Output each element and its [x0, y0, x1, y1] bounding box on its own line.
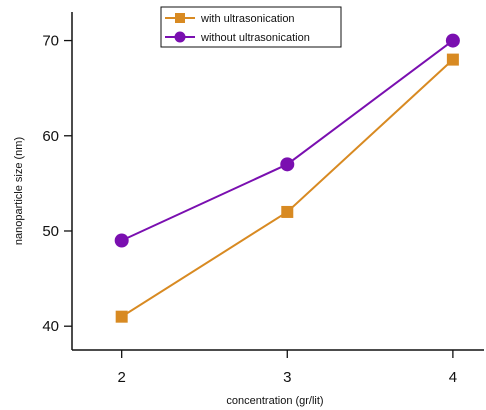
legend-label: with ultrasonication	[200, 13, 295, 25]
x-ticks: 2 3 4	[118, 350, 457, 386]
legend-marker-square	[175, 13, 185, 23]
x-axis-label: concentration (gr/lit)	[226, 395, 323, 407]
x-tick-label: 4	[449, 369, 457, 386]
legend-label: without ultrasonication	[200, 32, 310, 44]
data-point-square	[446, 53, 459, 66]
data-point-square	[281, 205, 294, 218]
data-point-circle	[280, 157, 295, 172]
x-tick-label: 2	[118, 369, 126, 386]
series-line-1	[121, 58, 454, 318]
data-point-circle	[114, 233, 129, 248]
y-tick-label: 60	[42, 128, 59, 145]
y-tick-label: 40	[42, 318, 59, 335]
axes: 2 3 4 40 50 60 70	[42, 12, 484, 386]
legend-marker-circle	[174, 31, 186, 43]
x-tick-label: 3	[283, 369, 291, 386]
y-axis-label: nanoparticle size (nm)	[13, 137, 25, 245]
legend-box	[160, 6, 342, 48]
y-ticks: 40 50 60 70	[42, 33, 72, 335]
series-layer	[114, 33, 460, 323]
legend: with ultrasonication without ultrasonicat…	[160, 6, 342, 48]
data-point-square	[115, 310, 128, 323]
data-point-circle	[445, 33, 460, 48]
y-tick-label: 70	[42, 33, 59, 50]
y-tick-label: 50	[42, 223, 59, 240]
